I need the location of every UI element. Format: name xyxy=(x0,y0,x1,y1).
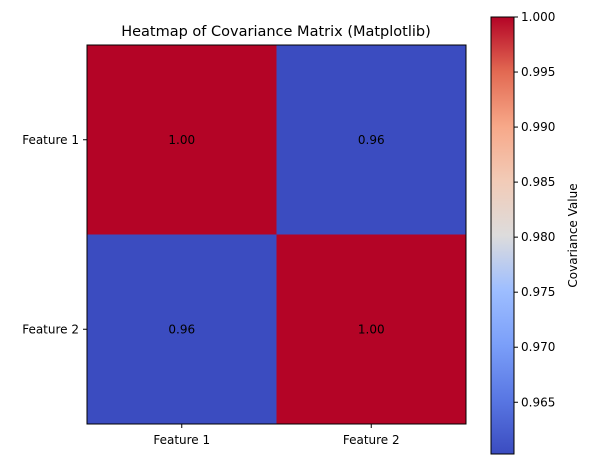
y-tick-label: Feature 2 xyxy=(22,322,79,336)
y-tick-label: Feature 1 xyxy=(22,133,79,147)
colorbar-tick-label: 1.000 xyxy=(521,10,555,24)
cell-value-label: 1.00 xyxy=(358,322,385,336)
x-axis-ticks: Feature 1 Feature 2 xyxy=(153,424,400,447)
heatmap-cell-r2-c1 xyxy=(87,234,277,425)
heatmap-cells xyxy=(87,45,467,425)
y-axis-ticks: Feature 1 Feature 2 xyxy=(22,133,87,336)
colorbar-tick-label: 0.980 xyxy=(521,230,555,244)
colorbar-tick-label: 0.965 xyxy=(521,395,555,409)
colorbar-tick-label: 0.995 xyxy=(521,65,555,79)
colorbar-tick-label: 0.985 xyxy=(521,175,555,189)
heatmap-cell-r1-c2 xyxy=(276,45,467,235)
colorbar-tick-label: 0.990 xyxy=(521,120,555,134)
colorbar-label: Covariance Value xyxy=(566,183,580,287)
heatmap-cell-r1-c1 xyxy=(87,45,277,235)
plot-frame xyxy=(86,44,467,425)
cell-value-label: 0.96 xyxy=(168,322,195,336)
heatmap-cell-r2-c2 xyxy=(276,234,467,425)
colorbar xyxy=(490,16,515,455)
chart-title: Heatmap of Covariance Matrix (Matplotlib… xyxy=(121,24,431,40)
x-tick-label: Feature 1 xyxy=(153,433,210,447)
x-tick-label: Feature 2 xyxy=(343,433,400,447)
heatmap-cell-labels: 1.00 0.96 0.96 1.00 xyxy=(168,133,384,337)
colorbar-ticks: 0.965 0.970 0.975 0.980 0.985 0.990 0.995 1.000 xyxy=(514,10,555,409)
cell-value-label: 1.00 xyxy=(168,133,195,147)
cell-value-label: 0.96 xyxy=(358,133,385,147)
colorbar-tick-label: 0.975 xyxy=(521,285,555,299)
colorbar-tick-label: 0.970 xyxy=(521,340,555,354)
